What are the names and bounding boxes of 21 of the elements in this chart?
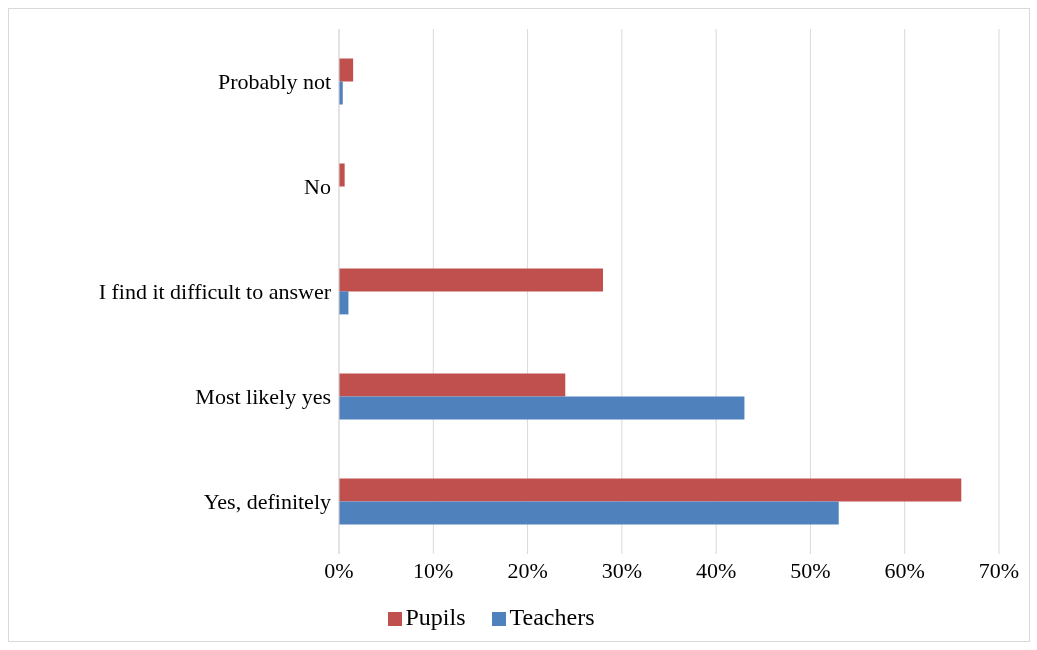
bar: [339, 58, 354, 82]
y-tick-label: Most likely yes: [195, 384, 331, 410]
x-tick-label: 50%: [790, 557, 831, 583]
x-tick-label: 70%: [978, 557, 1020, 583]
x-tick-label: 40%: [695, 557, 737, 583]
y-tick-label: Probably not: [217, 69, 331, 95]
bar: [339, 373, 566, 397]
x-tick-label: 20%: [507, 557, 548, 583]
bar: [339, 268, 603, 292]
y-tick-label: No: [304, 174, 331, 200]
legend-label: Pupils: [405, 604, 466, 630]
legend-label: Teachers: [509, 604, 595, 630]
y-tick-label: I find it difficult to answer: [98, 279, 332, 305]
x-tick-label: 60%: [884, 557, 925, 583]
x-tick-label: 30%: [601, 557, 643, 583]
bar: [339, 396, 745, 420]
bar: [339, 501, 839, 525]
y-tick-label: Yes, definitely: [203, 489, 331, 515]
x-tick-label: 10%: [413, 557, 454, 583]
x-tick-label: 0%: [324, 557, 354, 583]
bar: [339, 478, 962, 502]
